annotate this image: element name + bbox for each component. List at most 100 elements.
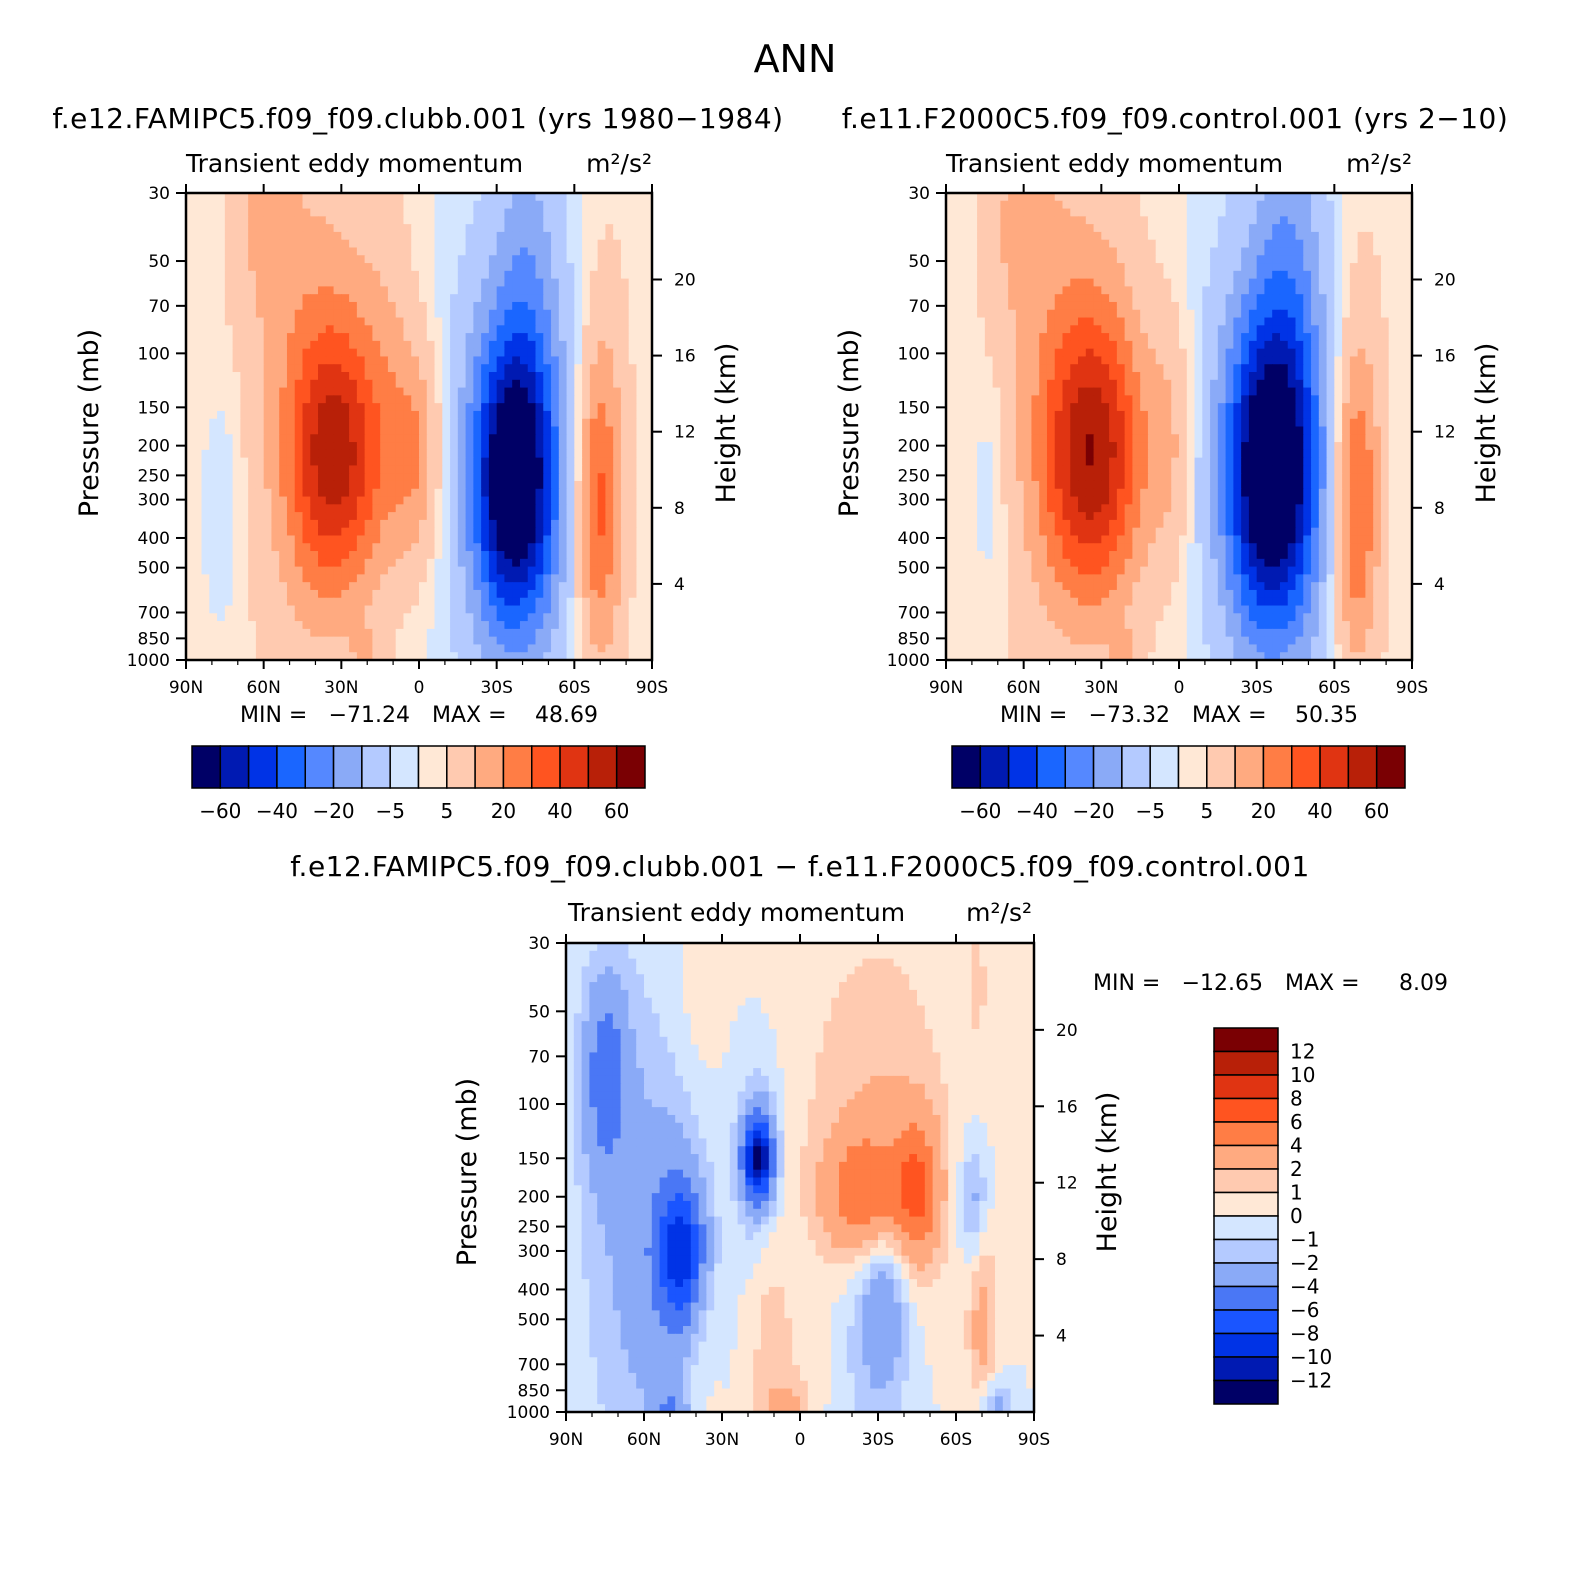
grid-cell [395, 410, 405, 420]
grid-cell [310, 605, 319, 614]
grid-cell [341, 442, 350, 451]
grid-cell [442, 356, 451, 365]
grid-cell [442, 621, 451, 630]
grid-cell [597, 457, 606, 467]
grid-cell [551, 410, 560, 420]
grid-cell [411, 286, 420, 295]
grid-cell [1194, 208, 1203, 217]
grid-cell [1357, 216, 1366, 225]
grid-cell [605, 333, 614, 342]
grid-cell [349, 325, 358, 334]
grid-cell [333, 247, 342, 256]
grid-cell [224, 457, 234, 467]
grid-cell [248, 473, 257, 482]
grid-cell [224, 613, 234, 622]
grid-cell [1054, 356, 1064, 365]
grid-cell [364, 387, 373, 396]
grid-cell [395, 457, 405, 467]
grid-cell [1334, 255, 1343, 264]
grid-cell [434, 434, 443, 443]
grid-cell [613, 527, 622, 537]
grid-cell [1109, 247, 1118, 256]
grid-cell [240, 270, 249, 280]
grid-cell [644, 652, 652, 660]
grid-cell [341, 379, 350, 389]
grid-cell [232, 379, 241, 389]
grid-cell [442, 193, 451, 202]
grid-cell [294, 255, 304, 264]
grid-cell [465, 418, 474, 428]
grid-cell [1008, 231, 1017, 241]
grid-cell [341, 356, 350, 365]
grid-cell [255, 566, 265, 575]
grid-cell [1334, 317, 1343, 326]
grid-cell [1233, 301, 1242, 311]
grid-cell [1194, 325, 1203, 334]
grid-cell [961, 356, 970, 365]
grid-cell [395, 582, 405, 591]
y-tick-label: 250 [138, 466, 170, 486]
grid-cell [527, 193, 537, 202]
grid-cell [512, 247, 521, 256]
grid-cell [1093, 239, 1102, 249]
grid-cell [574, 309, 583, 319]
grid-cell [302, 286, 311, 295]
grid-cell [1287, 216, 1297, 225]
grid-cell [286, 652, 296, 660]
grid-cell [263, 457, 273, 467]
grid-cell [1194, 216, 1203, 225]
grid-cell [193, 457, 203, 467]
grid-cell [613, 356, 622, 365]
grid-cell [628, 605, 638, 614]
grid-cell [527, 519, 537, 529]
grid-cell [481, 231, 490, 241]
grid-cell [644, 231, 652, 241]
grid-cell [527, 301, 537, 311]
grid-cell [341, 480, 350, 490]
grid-cell [1085, 231, 1095, 241]
grid-cell [403, 247, 412, 256]
grid-cell [1357, 193, 1366, 202]
grid-cell [512, 480, 521, 490]
grid-cell [1155, 301, 1165, 311]
grid-cell [566, 255, 575, 264]
grid-cell [240, 652, 249, 660]
grid-cell [1031, 208, 1040, 217]
grid-cell [597, 270, 606, 280]
grid-cell [217, 270, 226, 280]
grid-cell [628, 208, 638, 217]
grid-cell [574, 434, 583, 443]
grid-cell [1373, 340, 1382, 350]
grid-cell [380, 442, 389, 451]
grid-cell [512, 597, 521, 607]
grid-cell [186, 628, 195, 638]
grid-cell [1054, 325, 1064, 334]
grid-cell [325, 247, 335, 256]
grid-cell [217, 239, 226, 249]
grid-cell [574, 317, 583, 326]
grid-cell [1334, 286, 1343, 295]
grid-cell [473, 294, 482, 303]
grid-cell [605, 418, 614, 428]
grid-cell [1054, 193, 1064, 202]
grid-cell [248, 239, 257, 249]
grid-cell [341, 325, 350, 334]
grid-cell [310, 301, 319, 311]
y-tick-label: 300 [138, 491, 170, 511]
grid-cell [434, 239, 443, 249]
grid-cell [450, 644, 459, 653]
grid-cell [1039, 263, 1048, 272]
grid-cell [543, 488, 552, 498]
grid-cell [1217, 255, 1227, 264]
grid-cell [1039, 301, 1048, 311]
grid-cell [1023, 239, 1033, 249]
grid-cell [566, 566, 575, 575]
grid-cell [628, 286, 638, 295]
grid-cell [473, 457, 482, 467]
grid-cell [961, 231, 970, 241]
grid-cell [519, 294, 529, 303]
grid-cell [457, 193, 467, 202]
grid-cell [1326, 270, 1335, 280]
grid-cell [1171, 231, 1180, 241]
grid-cell [411, 644, 420, 653]
